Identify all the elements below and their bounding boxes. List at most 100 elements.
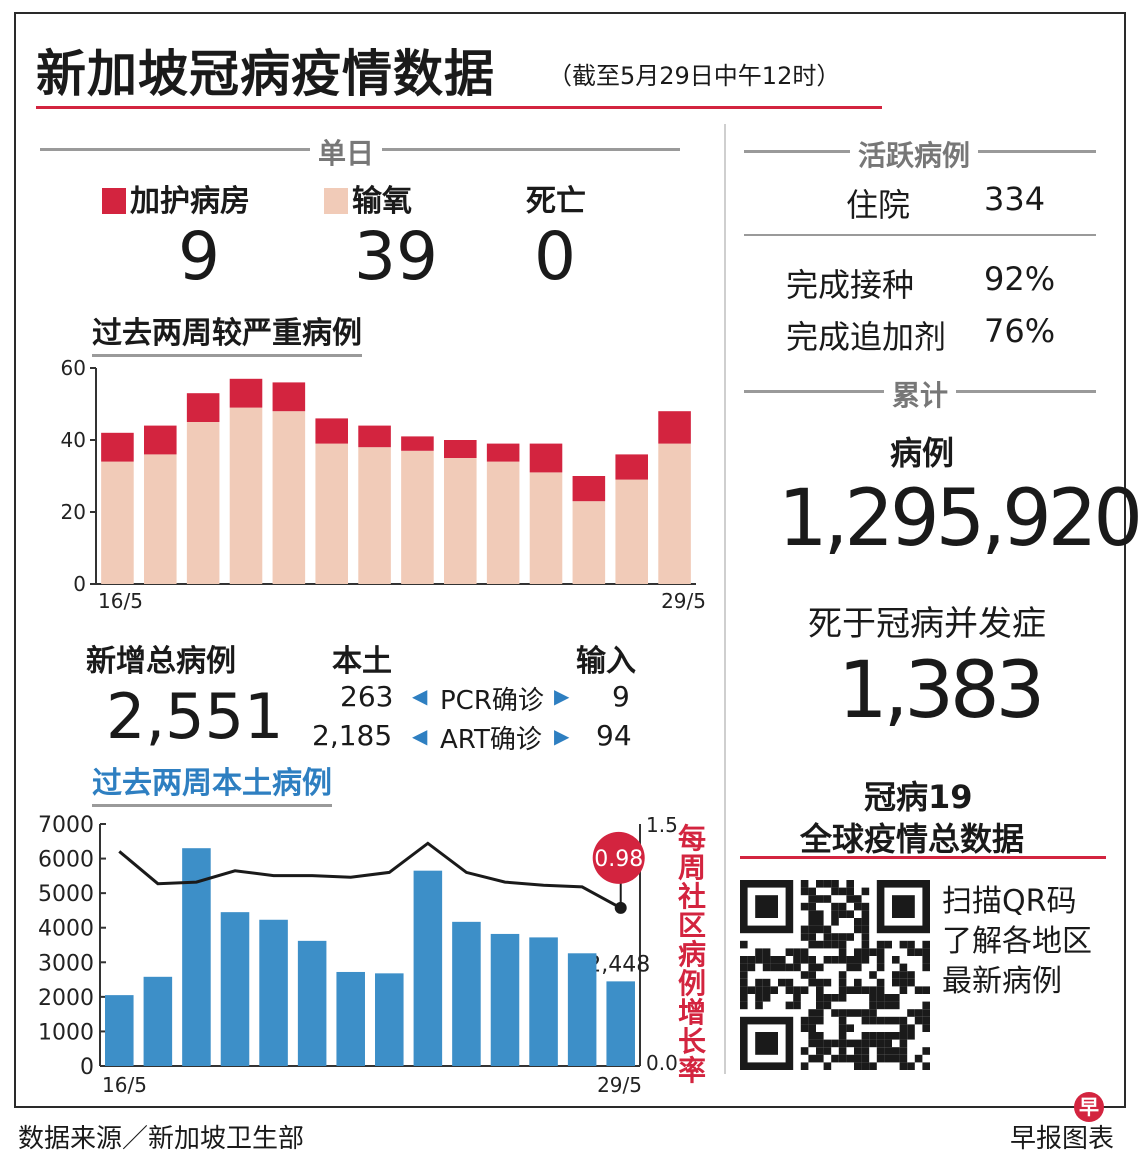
qr-module xyxy=(816,1032,824,1040)
qr-module xyxy=(876,1016,885,1025)
local-case-bar xyxy=(182,848,211,1066)
qr-module xyxy=(755,956,763,964)
qr-module xyxy=(838,994,847,1002)
qr-module xyxy=(816,895,824,903)
qr-line2: 了解各地区 xyxy=(942,924,1092,959)
qr-module xyxy=(740,994,748,1002)
vaccination-value: 92% xyxy=(984,260,1056,298)
qr-module xyxy=(914,1054,923,1063)
qr-module xyxy=(816,1039,824,1048)
qr-module xyxy=(808,902,816,911)
oxygen-bar xyxy=(186,422,220,584)
qr-module xyxy=(922,1062,930,1070)
qr-module xyxy=(838,956,847,964)
qr-module xyxy=(846,1039,854,1048)
qr-module xyxy=(816,1009,824,1017)
local-label: 本土 xyxy=(332,644,392,679)
qr-module xyxy=(861,933,870,941)
qr-code[interactable] xyxy=(740,880,930,1070)
qr-module xyxy=(808,910,816,918)
icu-swatch xyxy=(102,188,126,214)
qr-module xyxy=(861,1039,870,1048)
new-cases-label: 新增总病例 xyxy=(86,644,236,679)
qr-module xyxy=(861,956,870,964)
qr-module xyxy=(876,978,885,987)
qr-module xyxy=(892,994,900,1002)
page-subtitle: （截至5月29日中午12时） xyxy=(548,62,841,90)
qr-module xyxy=(846,895,854,903)
qr-module xyxy=(838,1047,847,1055)
qr-module xyxy=(869,1062,877,1070)
qr-module xyxy=(869,971,877,979)
qr-module xyxy=(816,910,824,918)
qr-module xyxy=(808,1054,816,1063)
qr-module xyxy=(884,940,892,949)
qr-module xyxy=(823,1062,832,1070)
qr-module xyxy=(846,910,854,918)
local-y2-top-label: 1.5 xyxy=(646,813,678,837)
oxygen-bar xyxy=(272,411,306,584)
qr-module xyxy=(861,1054,870,1063)
qr-module xyxy=(892,1001,900,1010)
qr-module xyxy=(823,925,832,934)
qr-module xyxy=(740,978,748,987)
art-imported-value: 94 xyxy=(596,719,632,752)
qr-module xyxy=(861,948,870,956)
qr-module xyxy=(740,1001,748,1010)
qr-module xyxy=(808,925,816,934)
qr-module xyxy=(808,1009,816,1017)
qr-module xyxy=(854,986,862,994)
qr-module xyxy=(740,971,748,979)
qr-module xyxy=(831,956,839,964)
qr-module xyxy=(876,1032,885,1040)
severe-y-tick-label: 20 xyxy=(61,500,86,524)
qr-module xyxy=(899,963,908,972)
active-section-label: 活跃病例 xyxy=(850,134,979,174)
qr-module xyxy=(770,986,778,994)
qr-module xyxy=(892,971,900,979)
qr-module xyxy=(838,933,847,941)
qr-module xyxy=(876,940,885,949)
qr-module xyxy=(800,933,809,941)
qr-module xyxy=(876,948,885,956)
oxygen-bar xyxy=(615,479,648,584)
qr-module xyxy=(846,1024,854,1032)
icu-bar xyxy=(272,382,306,412)
qr-module xyxy=(800,880,809,888)
qr-module xyxy=(846,887,854,896)
qr-module xyxy=(861,902,870,911)
qr-module xyxy=(838,887,847,896)
qr-module xyxy=(899,986,908,994)
cumulative-deaths-label: 死于冠病并发症 xyxy=(808,604,1046,644)
qr-module xyxy=(838,1054,847,1063)
qr-module xyxy=(854,925,862,934)
qr-module xyxy=(785,978,794,987)
qr-module xyxy=(762,978,771,987)
qr-finder-core xyxy=(755,1032,778,1055)
local-y2-bottom-label: 0.0 xyxy=(646,1051,678,1075)
qr-module xyxy=(884,1032,892,1040)
local-case-bar xyxy=(105,995,134,1066)
qr-module xyxy=(793,994,801,1002)
qr-module xyxy=(816,940,824,949)
vaccination-label: 完成接种 xyxy=(786,266,915,304)
qr-module xyxy=(823,940,832,949)
qr-module xyxy=(808,956,816,964)
column-divider xyxy=(724,124,726,1074)
page-title: 新加坡冠病疫情数据 xyxy=(36,45,495,103)
qr-module xyxy=(907,940,915,949)
pcr-imported-value: 9 xyxy=(612,680,630,713)
growth-rate-badge xyxy=(592,831,645,884)
qr-module xyxy=(899,971,908,979)
qr-module xyxy=(823,880,832,888)
qr-module xyxy=(838,1009,847,1017)
qr-module xyxy=(884,1016,892,1025)
severe-cases-chart: 0 20 40 60 16/5 29/5 xyxy=(61,356,706,613)
qr-module xyxy=(800,948,809,956)
qr-module xyxy=(846,963,854,972)
daily-section-label: 单日 xyxy=(310,132,383,172)
qr-module xyxy=(899,1062,908,1070)
qr-module xyxy=(869,986,877,994)
oxygen-bar xyxy=(358,447,391,584)
qr-module xyxy=(876,1047,885,1055)
